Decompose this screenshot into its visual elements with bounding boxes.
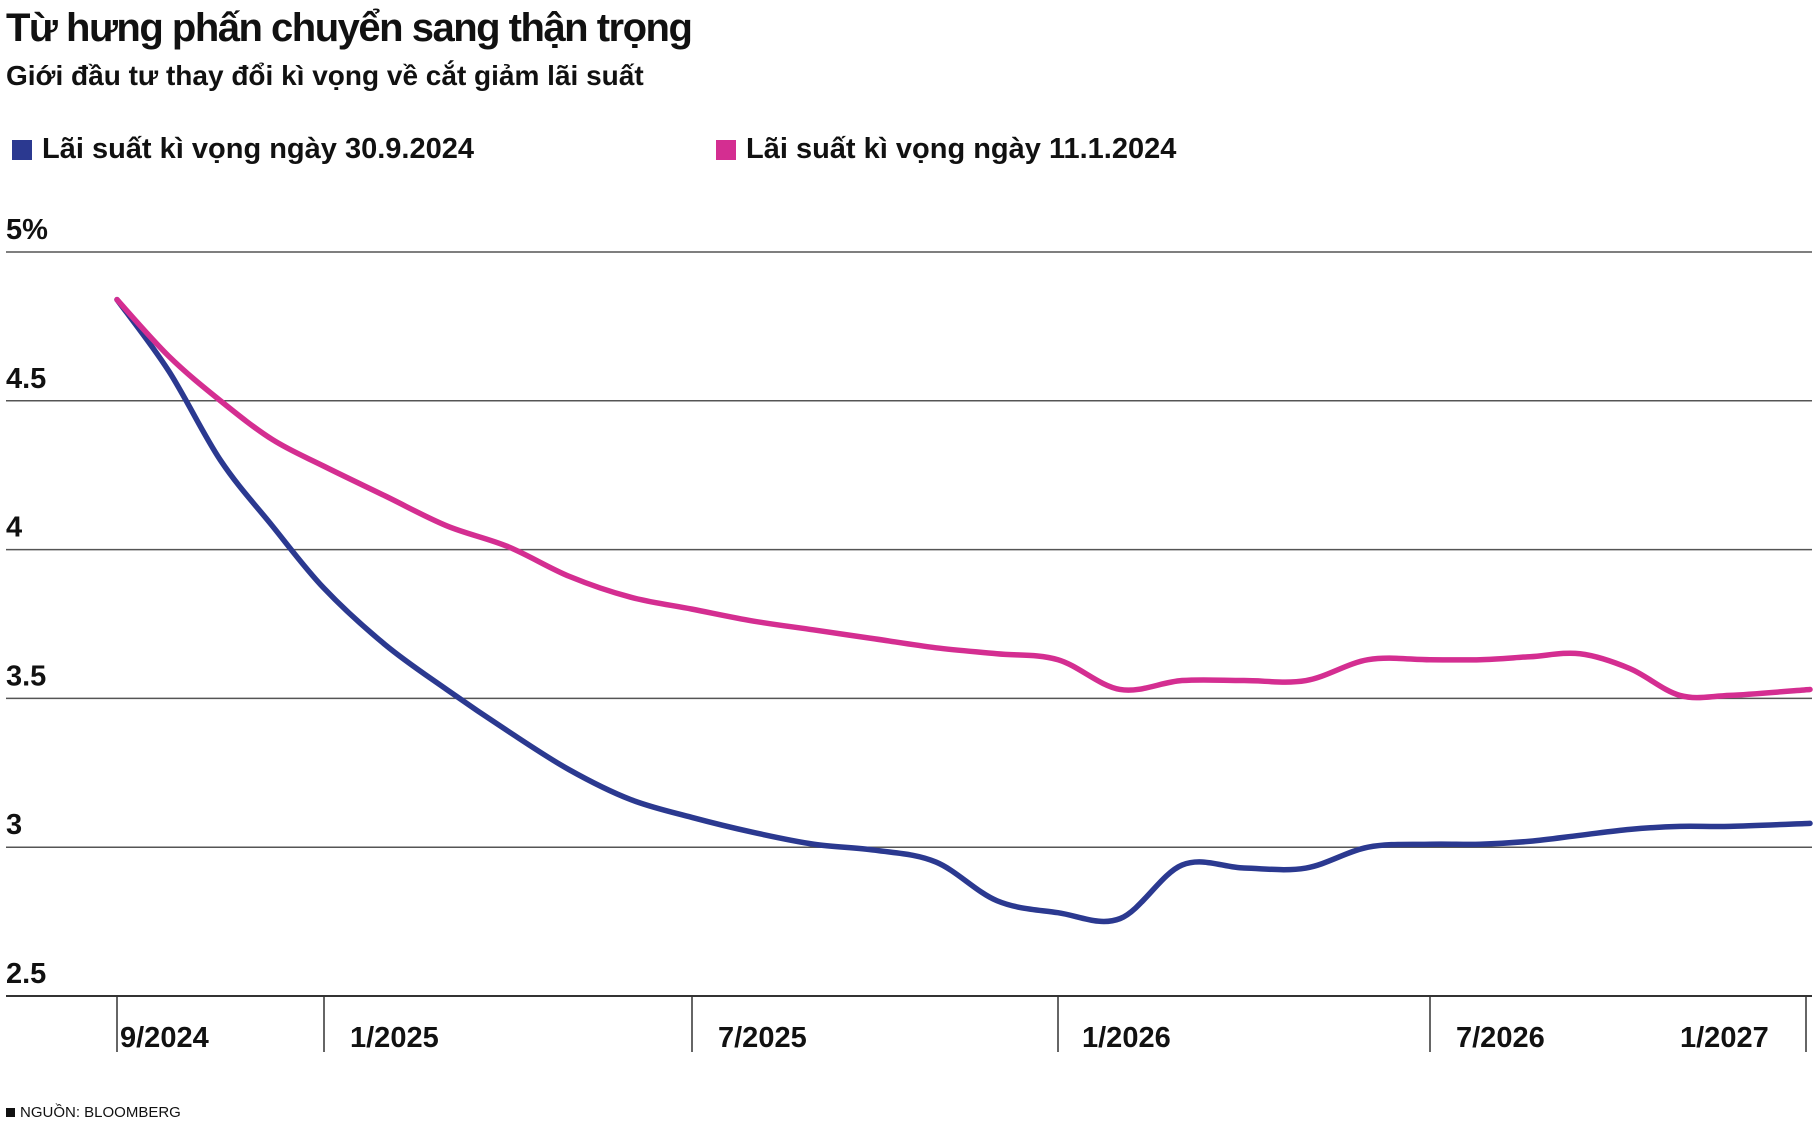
legend-label-series-2: Lãi suất kì vọng ngày 11.1.2024 [746, 133, 1177, 165]
gridlines [6, 251, 1812, 997]
legend-swatch-series-1 [12, 139, 32, 160]
y-tick-label: 3.5 [6, 660, 46, 692]
x-axis: 9/2024 1/2025 7/2025 1/2026 7/2026 1/2027 [116, 996, 1807, 1054]
legend-swatch-series-2 [716, 139, 736, 160]
x-tick-label: 9/2024 [120, 1022, 209, 1054]
chart-subtitle: Giới đầu tư thay đổi kì vọng về cắt giảm… [6, 60, 644, 91]
y-tick-label: 5% [6, 214, 48, 246]
series-line-2 [114, 296, 1813, 701]
source-marker [6, 1108, 15, 1117]
y-tick-label: 3 [6, 809, 22, 841]
y-axis-labels: 5% 4.5 4 3.5 3 2.5 [6, 214, 48, 990]
x-tick-label: 1/2025 [350, 1022, 439, 1054]
x-tick-label: 7/2025 [718, 1022, 807, 1054]
legend-item-series-1: Lãi suất kì vọng ngày 30.9.2024 [12, 133, 474, 166]
y-tick-label: 4 [6, 512, 22, 544]
x-tick-label: 1/2027 [1680, 1022, 1769, 1054]
y-tick-label: 2.5 [6, 958, 46, 990]
series-line-1 [114, 296, 1813, 925]
legend-label-series-1: Lãi suất kì vọng ngày 30.9.2024 [42, 133, 474, 165]
chart-title: Từ hưng phấn chuyển sang thận trọng [6, 6, 693, 50]
source-note: NGUỒN: BLOOMBERG [6, 1104, 181, 1121]
series-lines [114, 296, 1813, 925]
x-tick-label: 7/2026 [1456, 1022, 1545, 1054]
legend-item-series-2: Lãi suất kì vọng ngày 11.1.2024 [716, 133, 1176, 166]
source-text: NGUỒN: BLOOMBERG [20, 1104, 181, 1121]
x-tick-label: 1/2026 [1082, 1022, 1171, 1054]
y-tick-label: 4.5 [6, 363, 46, 395]
